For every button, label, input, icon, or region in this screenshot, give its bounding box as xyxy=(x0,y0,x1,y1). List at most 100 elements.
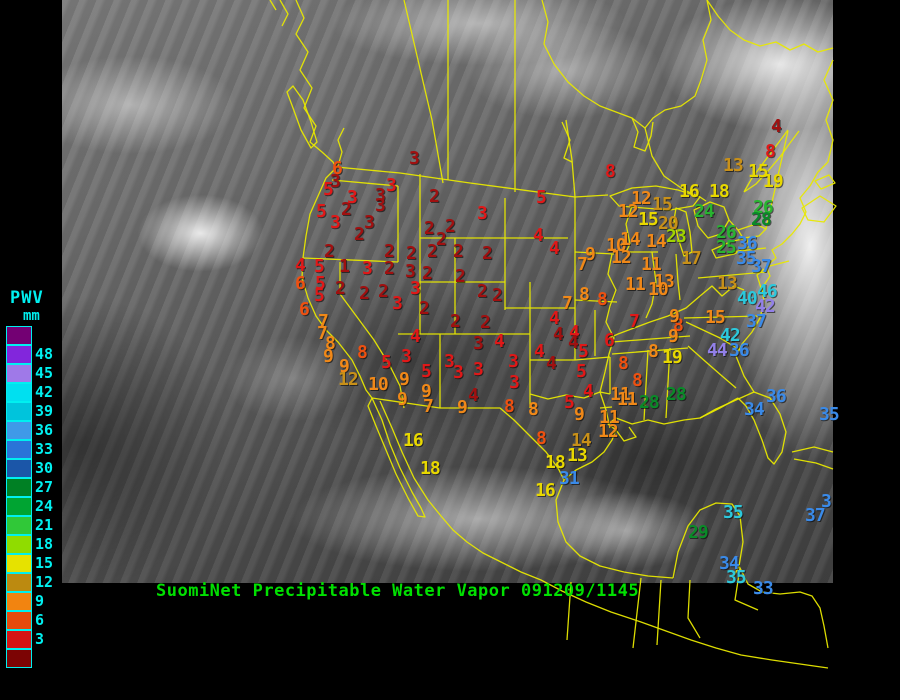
station-value: 14 xyxy=(620,229,641,250)
station-value: 5 xyxy=(536,187,547,208)
legend-row: 9 xyxy=(6,592,53,611)
legend-swatch xyxy=(6,364,32,383)
station-value: 9 xyxy=(421,381,432,402)
station-value: 12 xyxy=(598,421,619,442)
station-value: 2 xyxy=(422,263,433,284)
station-value: 8 xyxy=(597,289,608,310)
legend-swatch xyxy=(6,383,32,402)
station-value: 5 xyxy=(316,201,327,222)
station-value: 19 xyxy=(763,171,784,192)
station-value: 7 xyxy=(423,396,434,417)
product-title: SuomiNet Precipitable Water Vapor 091209… xyxy=(156,581,640,601)
legend-row: 12 xyxy=(6,573,53,592)
legend-row: 24 xyxy=(6,497,53,516)
station-value: 4 xyxy=(583,381,594,402)
legend-row xyxy=(6,649,53,668)
station-value: 13 xyxy=(717,273,738,294)
legend-swatch xyxy=(6,516,32,535)
legend-row: 3 xyxy=(6,630,53,649)
station-value: 8 xyxy=(325,333,336,354)
station-value: 15 xyxy=(748,161,769,182)
station-value: 3 xyxy=(477,203,488,224)
station-value: 3 xyxy=(364,212,375,233)
legend-row: 30 xyxy=(6,459,53,478)
station-value: 11 xyxy=(610,384,631,405)
station-value: 3 xyxy=(375,195,386,216)
legend-swatch xyxy=(6,630,32,649)
station-value: 26 xyxy=(753,197,774,218)
station-value: 23 xyxy=(666,226,687,247)
station-value: 4 xyxy=(410,326,421,347)
station-value: 5 xyxy=(323,179,334,200)
station-value: 2 xyxy=(450,311,461,332)
legend-scale: 48 45 42 39 36 33 30 27 24 21 18 15 12 9 6 3 xyxy=(6,326,53,668)
station-value: 16 xyxy=(679,181,700,202)
station-value: 9 xyxy=(669,306,680,327)
station-value: 3 xyxy=(508,351,519,372)
station-value: 8 xyxy=(536,428,547,449)
station-value: 18 xyxy=(420,458,441,479)
station-value: 2 xyxy=(341,199,352,220)
station-value: 8 xyxy=(765,141,776,162)
legend-swatch xyxy=(6,649,32,668)
station-value: 10 xyxy=(368,374,389,395)
legend-value-label: 24 xyxy=(35,497,54,515)
station-value: 3 xyxy=(410,278,421,299)
station-value: 6 xyxy=(332,158,343,179)
station-value: 4 xyxy=(569,322,580,343)
station-value: 3 xyxy=(375,185,386,206)
station-value: 16 xyxy=(403,430,424,451)
station-value: 37 xyxy=(751,256,772,277)
station-value: 3 xyxy=(386,175,397,196)
station-value: 3 xyxy=(347,187,358,208)
station-value: 8 xyxy=(618,353,629,374)
legend-value-label: 21 xyxy=(35,516,54,534)
station-value: 2 xyxy=(482,243,493,264)
station-value: 17 xyxy=(681,248,702,269)
legend-swatch xyxy=(6,421,32,440)
station-value: 4 xyxy=(568,332,579,353)
station-value: 5 xyxy=(564,392,575,413)
station-value: 2 xyxy=(419,298,430,319)
station-value: 2 xyxy=(445,216,456,237)
station-value: 33 xyxy=(753,578,774,599)
station-value: 11 xyxy=(625,274,646,295)
legend-value-label: 48 xyxy=(35,345,54,363)
legend-row: 6 xyxy=(6,611,53,630)
station-value: 46 xyxy=(757,281,778,302)
station-value: 35 xyxy=(726,567,747,588)
station-value: 12 xyxy=(611,247,632,268)
station-value: 8 xyxy=(673,315,684,336)
legend-value-label: 18 xyxy=(35,535,54,553)
station-value: 3 xyxy=(405,261,416,282)
station-value: 6 xyxy=(299,299,310,320)
station-value: 25 xyxy=(716,237,737,258)
station-value: 7 xyxy=(562,293,573,314)
station-value: 16 xyxy=(535,480,556,501)
station-value: 20 xyxy=(658,213,679,234)
station-value: 4 xyxy=(771,116,782,137)
station-value: 2 xyxy=(455,266,466,287)
station-value: 2 xyxy=(429,186,440,207)
station-value: 42 xyxy=(720,325,741,346)
station-value: 36 xyxy=(729,340,750,361)
station-value: 4 xyxy=(533,225,544,246)
station-value: 18 xyxy=(709,181,730,202)
legend-swatch xyxy=(6,478,32,497)
station-value: 37 xyxy=(805,505,826,526)
legend-units: mm xyxy=(23,308,40,324)
station-value: 2 xyxy=(436,229,447,250)
station-value: 12 xyxy=(338,369,359,390)
station-value: 14 xyxy=(646,231,667,252)
legend-row: 39 xyxy=(6,402,53,421)
legend-row: 33 xyxy=(6,440,53,459)
station-value: 3 xyxy=(330,171,341,192)
station-value: 4 xyxy=(468,385,479,406)
station-value: 5 xyxy=(421,361,432,382)
station-value: 2 xyxy=(480,312,491,333)
station-value: 44 xyxy=(707,340,728,361)
station-value: 7 xyxy=(577,254,588,275)
legend-row: 48 xyxy=(6,345,53,364)
legend-row: 21 xyxy=(6,516,53,535)
